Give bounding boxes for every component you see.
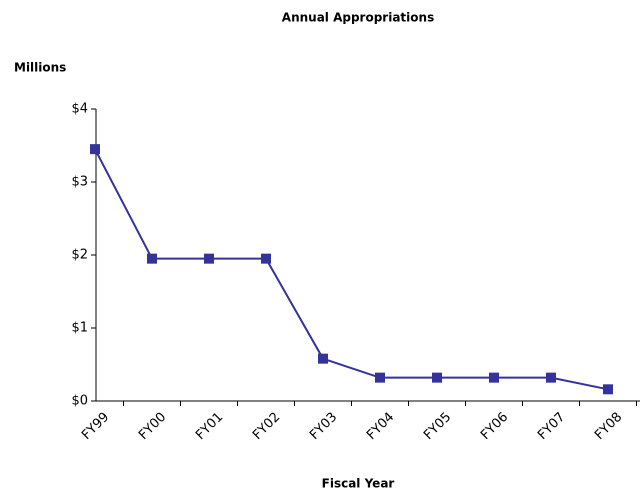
x-tick-label: FY03 (307, 410, 340, 443)
y-tick-label: $2 (71, 248, 88, 263)
x-tick-label: FY00 (136, 410, 169, 443)
y-tick-label: $3 (71, 175, 88, 190)
x-tick-label: FY08 (592, 410, 625, 443)
x-axis-title: Fiscal Year (322, 477, 395, 491)
marker (432, 372, 442, 383)
x-tick-label: FY05 (421, 410, 454, 443)
y-tick-label: $0 (71, 394, 88, 409)
marker (603, 384, 613, 395)
marker (204, 253, 214, 264)
x-tick-label: FY02 (250, 410, 283, 443)
line (94, 148, 609, 391)
marker (546, 372, 556, 383)
y-tick-label: $4 (71, 102, 88, 117)
marker (147, 253, 157, 264)
marker (375, 372, 385, 383)
marker (489, 372, 499, 383)
x-tick-label: FY06 (478, 410, 511, 443)
marker (90, 144, 100, 155)
x-tick-label: FY01 (193, 410, 226, 443)
x-tick-label: FY07 (535, 410, 568, 443)
y-axis-title: Millions (14, 61, 66, 75)
marker (261, 253, 271, 264)
x-tick-label: FY99 (79, 410, 112, 443)
marker (318, 353, 328, 364)
y-tick-label: $1 (71, 321, 88, 336)
x-tick-label: FY04 (364, 410, 397, 443)
chart-title: Annual Appropriations (282, 11, 434, 25)
